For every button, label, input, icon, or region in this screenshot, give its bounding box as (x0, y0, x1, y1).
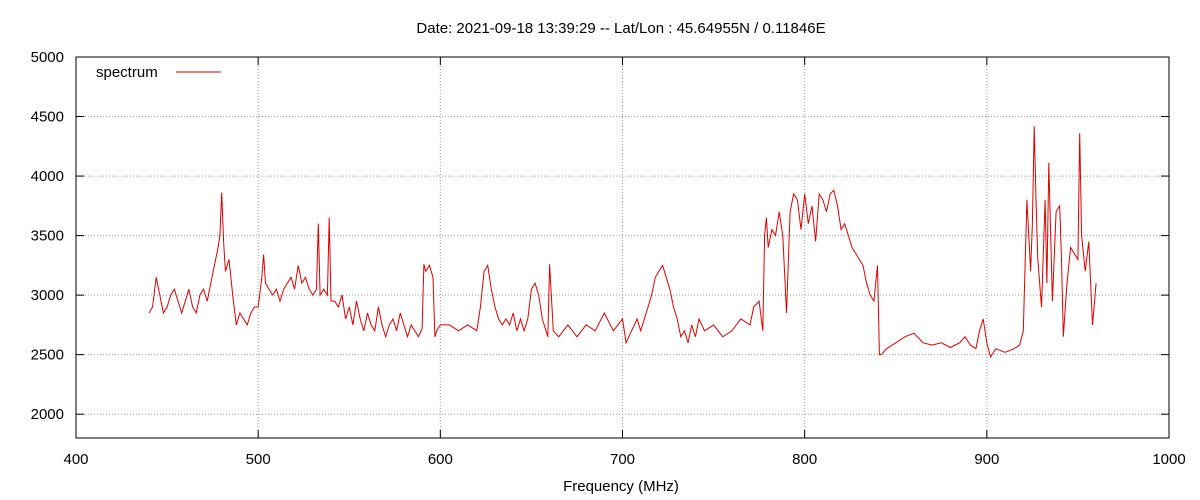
grid (76, 57, 1169, 438)
y-tick-label: 4000 (31, 168, 64, 185)
y-axis-ticks: 2000 2500 3000 3500 4000 4500 5000 (31, 49, 1169, 423)
y-tick-label: 5000 (31, 49, 64, 66)
x-tick-label: 700 (610, 451, 635, 468)
y-tick-label: 2000 (31, 406, 64, 423)
x-tick-label: 400 (63, 451, 88, 468)
x-tick-label: 500 (246, 451, 271, 468)
legend-label: spectrum (96, 64, 158, 81)
y-tick-label: 4500 (31, 109, 64, 126)
chart-title: Date: 2021-09-18 13:39:29 -- Lat/Lon : 4… (416, 20, 825, 37)
x-tick-label: 900 (974, 451, 999, 468)
series-line-spectrum (148, 126, 1097, 359)
x-axis-ticks: 400 500 600 700 800 900 1000 (63, 57, 1186, 468)
y-tick-label: 2500 (31, 347, 64, 364)
x-axis-label: Frequency (MHz) (563, 478, 679, 495)
plot-frame (75, 56, 1170, 439)
x-tick-label: 1000 (1152, 451, 1185, 468)
y-tick-label: 3000 (31, 287, 64, 304)
y-tick-label: 3500 (31, 228, 64, 245)
x-tick-label: 800 (792, 451, 817, 468)
x-tick-label: 600 (428, 451, 453, 468)
legend: spectrum (96, 64, 221, 81)
